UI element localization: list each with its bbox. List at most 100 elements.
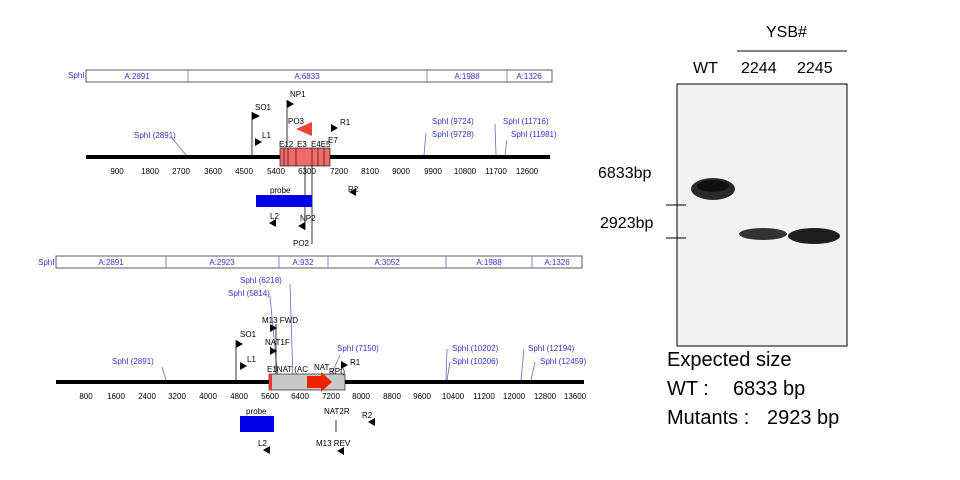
bottom-tick-label: 4000	[199, 392, 217, 401]
bottom-tick-label: 13600	[564, 392, 587, 401]
nat-arrow-icon	[307, 372, 332, 392]
top-probe-label: probe	[270, 186, 291, 195]
bottom-tick-label: 9600	[413, 392, 431, 401]
top-site-label: SphI (11716)	[503, 117, 549, 126]
bottom-tick-label: 3200	[168, 392, 186, 401]
bottom-tick-label: 8000	[352, 392, 370, 401]
bottom-primer-label: M13 FWD	[262, 316, 298, 325]
bottom-primer-label: SO1	[240, 330, 257, 339]
exon-label: E12	[279, 140, 294, 149]
top-primer-label: NP1	[290, 90, 306, 99]
exon-label: E3	[297, 140, 307, 149]
bottom-site-label: SphI (2891)	[112, 357, 154, 366]
band-2244	[739, 228, 787, 240]
bottom-tick-label: 12800	[534, 392, 557, 401]
nat-feature-label: RPt)	[329, 367, 345, 376]
exon-label: E7	[328, 136, 338, 145]
top-fragment-1: A:2891	[124, 72, 150, 81]
bottom-scale: 800 1600 2400 3200 4000 4800 5600 6400 7…	[79, 392, 586, 401]
bottom-tick-label: 6400	[291, 392, 309, 401]
primer-arrow-icon	[337, 447, 344, 455]
bottom-tick-label: 7200	[322, 392, 340, 401]
top-sites	[171, 123, 508, 156]
bottom-primer-label: L2	[258, 439, 267, 448]
primer-arrow-icon	[255, 138, 262, 146]
bottom-map: SphI A:2891 A:2923 A:932 A:3052 A:1988 A…	[38, 255, 587, 455]
primer-arrow-icon	[236, 340, 243, 348]
bottom-fragment-3: A:932	[293, 258, 314, 267]
bottom-fragment-2: A:2923	[209, 258, 235, 267]
top-tick-label: 9900	[424, 167, 442, 176]
top-tick-label: 8100	[361, 167, 379, 176]
bottom-tick-label: 5600	[261, 392, 279, 401]
expected-wt-value: 6833 bp	[733, 378, 806, 400]
top-digest-enzyme: SphI	[68, 71, 84, 80]
top-tick-label: 7200	[330, 167, 348, 176]
nat-feature-label: E1NAT (AC	[267, 365, 308, 374]
bottom-primer-label: L1	[247, 355, 256, 364]
bottom-site-label: SphI (10202)	[452, 344, 499, 353]
top-primer-label: L2	[270, 212, 279, 221]
top-site-label: SphI (2891)	[134, 131, 176, 140]
top-probe	[256, 195, 312, 207]
bottom-fragment-4: A:3052	[374, 258, 400, 267]
expected-mut-value: 2923 bp	[767, 407, 840, 429]
top-tick-label: 9000	[392, 167, 410, 176]
expected-wt-label: WT :	[667, 378, 709, 400]
expected-mut-label: Mutants :	[667, 407, 750, 429]
bottom-site-label: SphI (7150)	[337, 344, 379, 353]
top-tick-label: 11700	[485, 167, 507, 176]
primer-arrow-icon	[287, 100, 294, 108]
bottom-primer-label: NAT1F	[265, 338, 290, 347]
marker-label-2923: 2923bp	[600, 215, 654, 232]
top-tick-label: 900	[110, 167, 124, 176]
bottom-site-label: SphI (12194)	[528, 344, 575, 353]
marker-label-6833: 6833bp	[598, 165, 652, 182]
bottom-site-label: SphI (10206)	[452, 357, 499, 366]
primer-arrow-icon	[240, 362, 247, 370]
bottom-probe	[240, 416, 274, 432]
lane-label-2244: 2244	[741, 60, 777, 77]
bottom-tick-label: 11200	[473, 392, 495, 401]
po3-arrow-icon	[296, 122, 312, 136]
top-primer-label: R1	[340, 118, 351, 127]
top-map: SphI A:2891 A:6833 A:1988 A:1326 900 180…	[68, 69, 557, 248]
primer-arrow-icon	[331, 124, 338, 132]
gel-panel	[666, 50, 848, 347]
top-tick-label: 10800	[454, 167, 477, 176]
bottom-primer-label: NAT2R	[324, 407, 350, 416]
top-primer-label: R2	[348, 185, 359, 194]
bottom-probe-label: probe	[246, 407, 267, 416]
top-primer-label: NP2	[300, 214, 316, 223]
ysb-group-label: YSB#	[766, 24, 807, 41]
top-fragment-4: A:1326	[516, 72, 542, 81]
bottom-tick-label: 800	[79, 392, 93, 401]
primer-arrow-icon	[298, 222, 305, 230]
top-site-label: SphI (9724)	[432, 117, 474, 126]
top-tick-label: 5400	[267, 167, 285, 176]
bottom-fragment-6: A:1326	[544, 258, 570, 267]
top-site-label: SphI (11981)	[511, 130, 557, 139]
top-scale: 900 1800 2700 3600 4500 5400 6300 7200 8…	[110, 167, 538, 176]
top-tick-label: 2700	[172, 167, 190, 176]
lane-label-wt: WT	[693, 60, 718, 77]
top-site-label: SphI (9728)	[432, 130, 474, 139]
bottom-tick-label: 8800	[383, 392, 401, 401]
primer-arrow-icon	[368, 418, 375, 426]
bottom-site-label: SphI (6218)	[240, 276, 282, 285]
expected-size-title: Expected size	[667, 349, 792, 371]
primer-arrow-icon	[263, 446, 270, 454]
bottom-site-label: SphI (12459)	[540, 357, 587, 366]
bottom-primer-label: M13 REV	[316, 439, 351, 448]
bottom-primers: SO1 L1 M13 FWD NAT1F R1 R2 L2 NAT2R M13 …	[235, 316, 375, 455]
exon-label: E4E5	[311, 140, 331, 149]
bottom-primer-label: R2	[362, 411, 373, 420]
primer-arrow-icon	[252, 112, 260, 120]
bottom-site-label: SphI (5814)	[228, 289, 270, 298]
nat-feature-label: NAT	[314, 363, 330, 372]
nat-cassette: E1NAT (AC NAT RPt)	[267, 363, 345, 392]
top-exons: E12 E3 E4E5 E7	[279, 136, 338, 167]
bottom-tick-label: 12000	[503, 392, 526, 401]
primer-arrow-icon	[270, 324, 277, 332]
